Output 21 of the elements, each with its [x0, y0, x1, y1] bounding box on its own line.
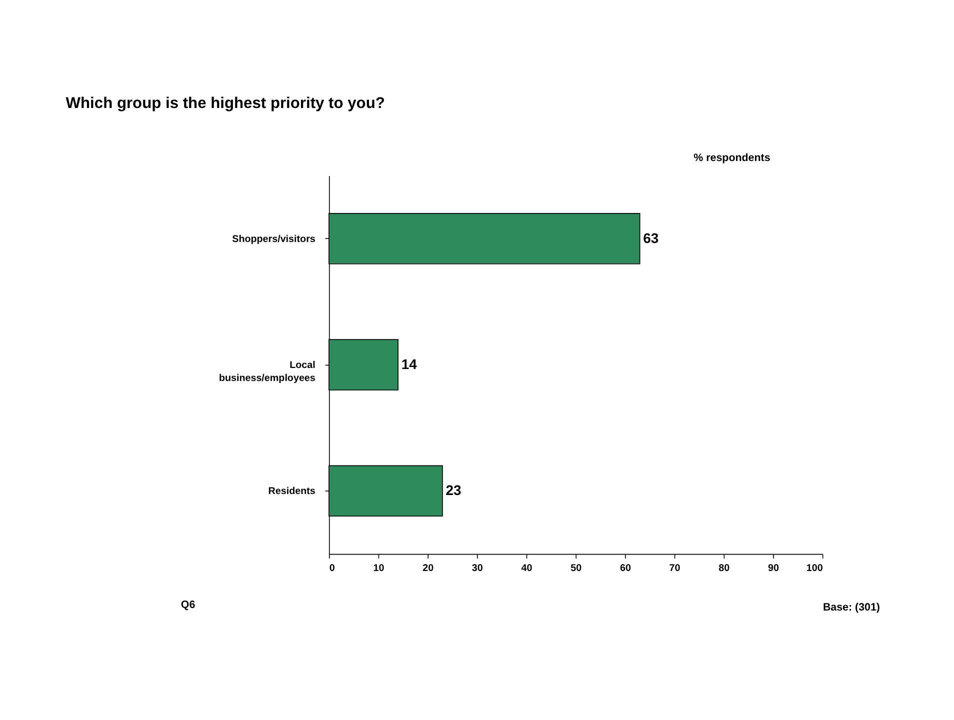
y-tick-label: Residents: [268, 486, 316, 498]
x-tick-label: 30: [472, 562, 484, 574]
text: Q6: [180, 599, 196, 612]
x-tick-label: 20: [422, 562, 434, 574]
data-label: 63: [643, 230, 659, 246]
x-tick-label: 60: [620, 562, 632, 574]
data-label: 14: [401, 356, 418, 372]
text: Base: (301): [822, 602, 880, 614]
text: % respondents: [694, 152, 770, 164]
data-label: 23: [446, 482, 462, 498]
x-tick-label: 40: [521, 562, 533, 574]
y-tick-label: Shoppers/visitors: [232, 234, 316, 245]
x-tick-label: 90: [768, 562, 780, 574]
x-tick-label: 50: [570, 562, 582, 574]
x-tick-label: 0: [329, 562, 336, 574]
x-tick-label: 10: [373, 562, 385, 574]
x-tick-label: 80: [718, 562, 730, 574]
y-tick-label: Local business/employees: [218, 360, 316, 384]
x-tick-label: 100: [806, 562, 824, 574]
chart-title: Which group is the highest priority to you?: [66, 95, 385, 112]
x-tick-label: 70: [669, 562, 681, 574]
